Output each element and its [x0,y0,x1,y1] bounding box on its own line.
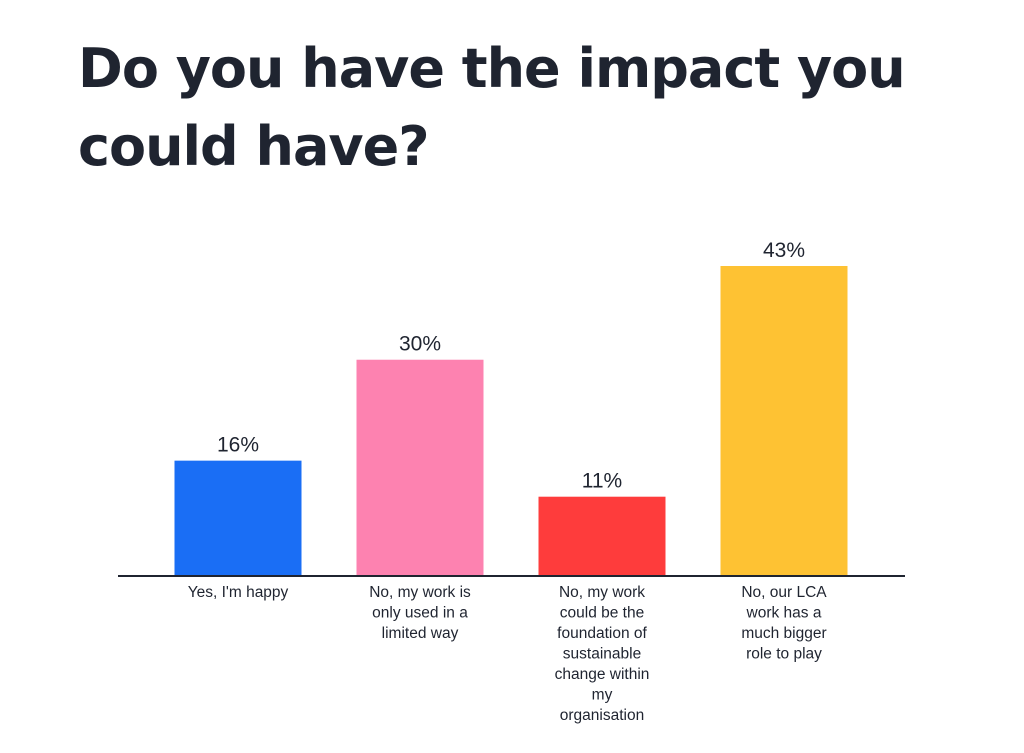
category-label-line: No, our LCA [741,584,827,601]
bar-1 [174,460,302,576]
bar-2 [356,359,484,576]
category-label-line: work has a [746,605,822,622]
category-label-line: No, my work is [369,584,471,601]
value-label-2: 30% [399,333,441,356]
category-label-line: Yes, I'm happy [188,584,289,601]
category-label-line: change within [555,666,650,683]
category-label-1: Yes, I'm happy [188,584,289,601]
category-label-2: No, my work is only used in a limited way [369,584,471,642]
bar-4 [720,266,848,576]
category-label-line: foundation of [557,625,647,642]
page-title: Do you have the impact you could have? [78,37,906,178]
category-label-line: sustainable [563,646,641,663]
category-label-line: organisation [560,707,644,724]
category-label-line: role to play [746,646,822,663]
category-label-line: my [592,687,613,704]
category-label-4: No, our LCA work has a much bigger role to … [741,584,827,663]
value-label-3: 11% [582,470,622,493]
labels-layer: 16% Yes, I'm happy 30% No, my work is only u… [188,239,828,724]
category-label-line: much bigger [741,625,826,642]
category-label-line: only used in a [372,605,468,622]
category-label-line: limited way [382,625,459,642]
category-label-line: No, my work [559,584,645,601]
value-label-1: 16% [217,434,259,457]
bars-layer [174,266,848,576]
category-label-line: could be the [560,605,644,622]
category-label-3: No, my work could be the foundation of sust… [555,584,650,724]
value-label-4: 43% [763,239,805,262]
bar-3 [538,496,666,576]
